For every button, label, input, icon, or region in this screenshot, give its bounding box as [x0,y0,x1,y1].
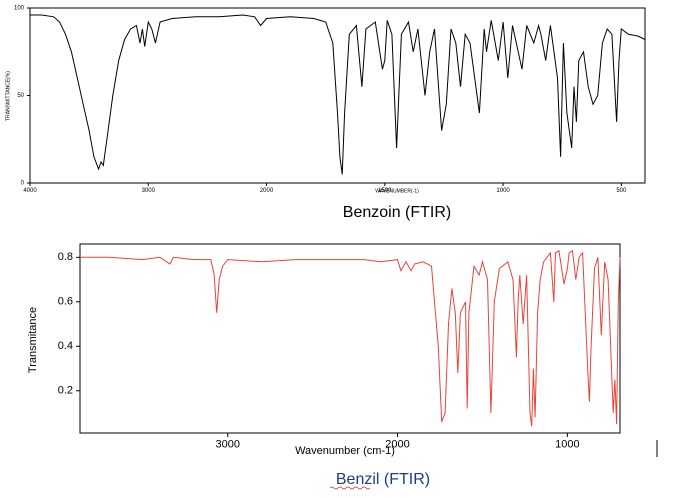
chart-caption: Benzoin (FTIR) [343,204,451,221]
x-axis-label: WAVENUMBER(-1) [375,188,419,194]
spellcheck-underline [329,486,371,490]
spectrum-line [30,14,646,175]
y-tick-label: 0.4 [58,340,73,352]
y-tick-label: 0.8 [58,251,73,263]
plot-frame [79,243,621,434]
y-tick-label: 50 [17,93,24,99]
x-tick-label: 2000 [260,188,274,194]
x-tick-label: 3000 [142,188,156,194]
x-tick-label: 1000 [555,439,579,451]
y-axis-label: Transmitance [27,307,39,373]
chart-caption: Benzil (FTIR) [336,471,430,488]
spectrum-line [80,249,621,427]
y-tick-label: 0.2 [58,385,73,397]
y-tick-label: 0.6 [58,296,73,308]
y-tick-label: 0 [21,181,25,187]
x-tick-label: 1500 [378,188,392,194]
y-tick-label: 100 [14,6,25,12]
x-tick-label: 1000 [496,188,510,194]
x-tick-label: 2000 [385,439,409,451]
x-tick-label: 4000 [23,188,37,194]
y-axis-label: TRANSMITTANCE(%) [5,71,11,121]
x-tick-label: 3000 [215,439,239,451]
x-axis-label: Wavenumber (cm-1) [295,445,395,457]
x-tick-label: 500 [616,188,627,194]
plot-frame [29,7,646,184]
